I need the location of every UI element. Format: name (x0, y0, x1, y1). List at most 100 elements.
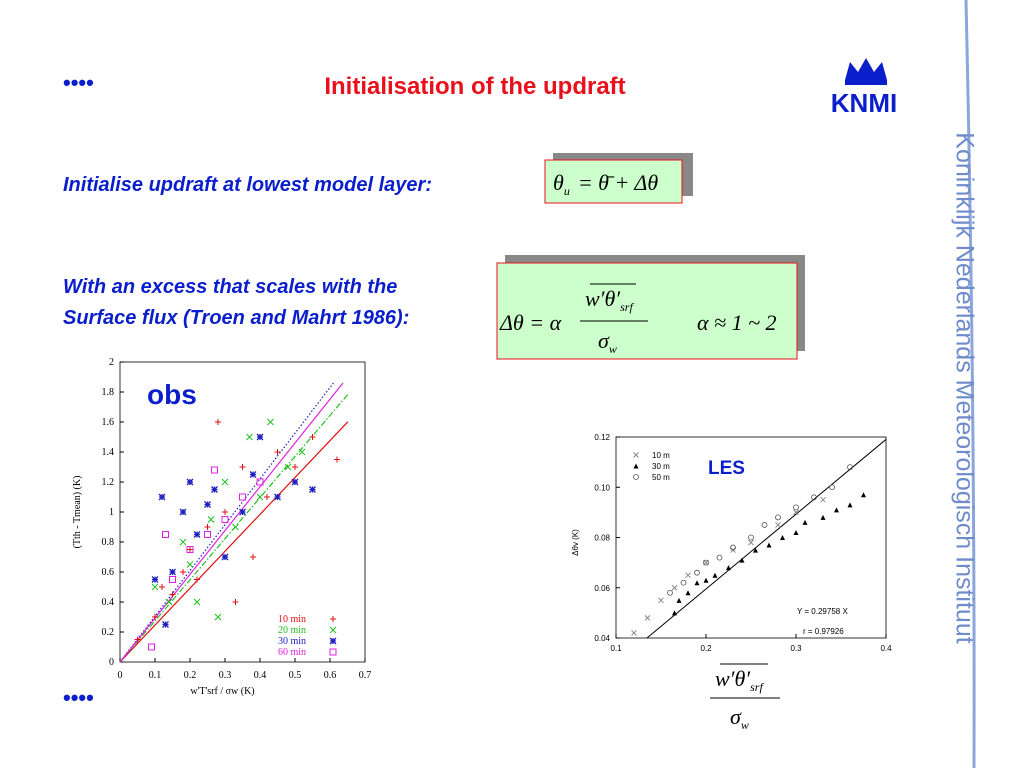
point (658, 597, 664, 604)
point (631, 630, 637, 636)
formula-box (544, 159, 683, 204)
denominator: σw (598, 328, 617, 356)
point (151, 583, 159, 591)
crown (845, 58, 887, 80)
fit-line (119, 382, 344, 663)
x-tick-label: 0.2 (184, 670, 197, 681)
denominator: σ (598, 328, 610, 353)
point (250, 554, 256, 560)
point (761, 522, 768, 528)
denominator: σ (730, 704, 742, 729)
point (748, 539, 754, 546)
point (847, 464, 853, 471)
point (753, 547, 758, 553)
x-tick-label: 0.1 (610, 644, 622, 653)
fit-label: Y = 0.29758 X (797, 607, 848, 616)
slide-title: Initialisation of the updraft (324, 73, 625, 100)
point (793, 529, 799, 535)
legend-label: 60 min (278, 647, 306, 658)
point (309, 434, 316, 440)
point (194, 576, 200, 583)
point (703, 559, 709, 566)
point (694, 569, 700, 576)
point (685, 572, 691, 579)
alpha-range: α ≈ 1 ~ 2 (697, 310, 777, 335)
y-tick-label: 0.10 (594, 483, 610, 492)
point (207, 516, 215, 523)
x-tick-label: 0.5 (289, 670, 302, 681)
x-tick-label: 0 (118, 670, 123, 681)
subscript: w (741, 718, 749, 732)
point (793, 509, 799, 516)
rhs: = θ̄ + Δθ (578, 170, 659, 195)
numerator: w′θ′ (585, 286, 621, 311)
legend-marker (329, 626, 337, 634)
point (239, 493, 246, 501)
point (215, 419, 221, 425)
crown-base (845, 80, 887, 85)
point (847, 502, 853, 508)
chart: 0 0.1 0.2 0.3 0.4 0.5 0.6 0.7 0 0.2 0.4 0.6 0.8 1 1.2 1… (72, 357, 371, 697)
y-axis-label: (Tth - Tmean) (K) (72, 476, 83, 549)
point (148, 643, 155, 651)
side-curve (964, 0, 976, 768)
point (298, 448, 306, 456)
x-tick-label: 0.1 (149, 670, 162, 681)
point (291, 478, 299, 486)
point (179, 508, 187, 516)
point (726, 565, 731, 571)
subscript: srf (750, 680, 764, 694)
numerator: w′θ′ (715, 666, 751, 691)
point (775, 522, 781, 528)
point (239, 464, 246, 470)
point (633, 463, 639, 469)
x-tick-label: 0.7 (359, 670, 372, 681)
point (180, 569, 186, 575)
point (685, 590, 691, 596)
point (204, 531, 211, 538)
point (644, 615, 651, 621)
legend-marker (330, 616, 336, 622)
point (267, 418, 274, 426)
point (334, 456, 340, 463)
point (703, 577, 709, 583)
point (186, 546, 194, 553)
subscript: u (564, 184, 570, 198)
x-tick-label: 0.3 (790, 644, 802, 653)
point (232, 599, 239, 605)
point (169, 568, 176, 576)
legend-label: 20 min (278, 625, 306, 636)
point (820, 496, 826, 503)
point (676, 597, 682, 603)
y-tick-label: 0.4 (102, 597, 115, 608)
formula-box (496, 262, 798, 360)
point (134, 636, 141, 643)
logo: KNMI (831, 58, 897, 118)
x-axis-label: w'T'srf / σw (K) (190, 686, 254, 697)
point (211, 466, 218, 474)
fit-line (646, 439, 887, 639)
formula-scaling: w′θ′srf σw (710, 663, 780, 732)
point (239, 508, 246, 516)
point (162, 621, 169, 628)
formula-updraft: θu = θ̄ + Δθ (544, 153, 693, 204)
legend-label: 50 m (652, 473, 670, 482)
formula-lhs: Δθ = α (499, 310, 562, 335)
point (667, 589, 673, 596)
y-tick-label: 0.8 (102, 537, 115, 548)
y-axis-label: Δθv (K) (571, 529, 580, 556)
point (712, 572, 718, 578)
y-tick-label: 1.2 (102, 477, 115, 488)
y-tick-label: 0.04 (594, 634, 610, 643)
y-tick-label: 0.2 (102, 627, 115, 638)
y-tick-label: 1 (109, 507, 114, 518)
point (730, 544, 736, 551)
point (274, 493, 281, 501)
point (748, 534, 754, 541)
point (193, 531, 201, 538)
formula: θu = θ̄ + Δθ (553, 170, 658, 198)
point (861, 492, 866, 498)
legend-label: 30 m (652, 462, 670, 471)
point (152, 614, 158, 620)
